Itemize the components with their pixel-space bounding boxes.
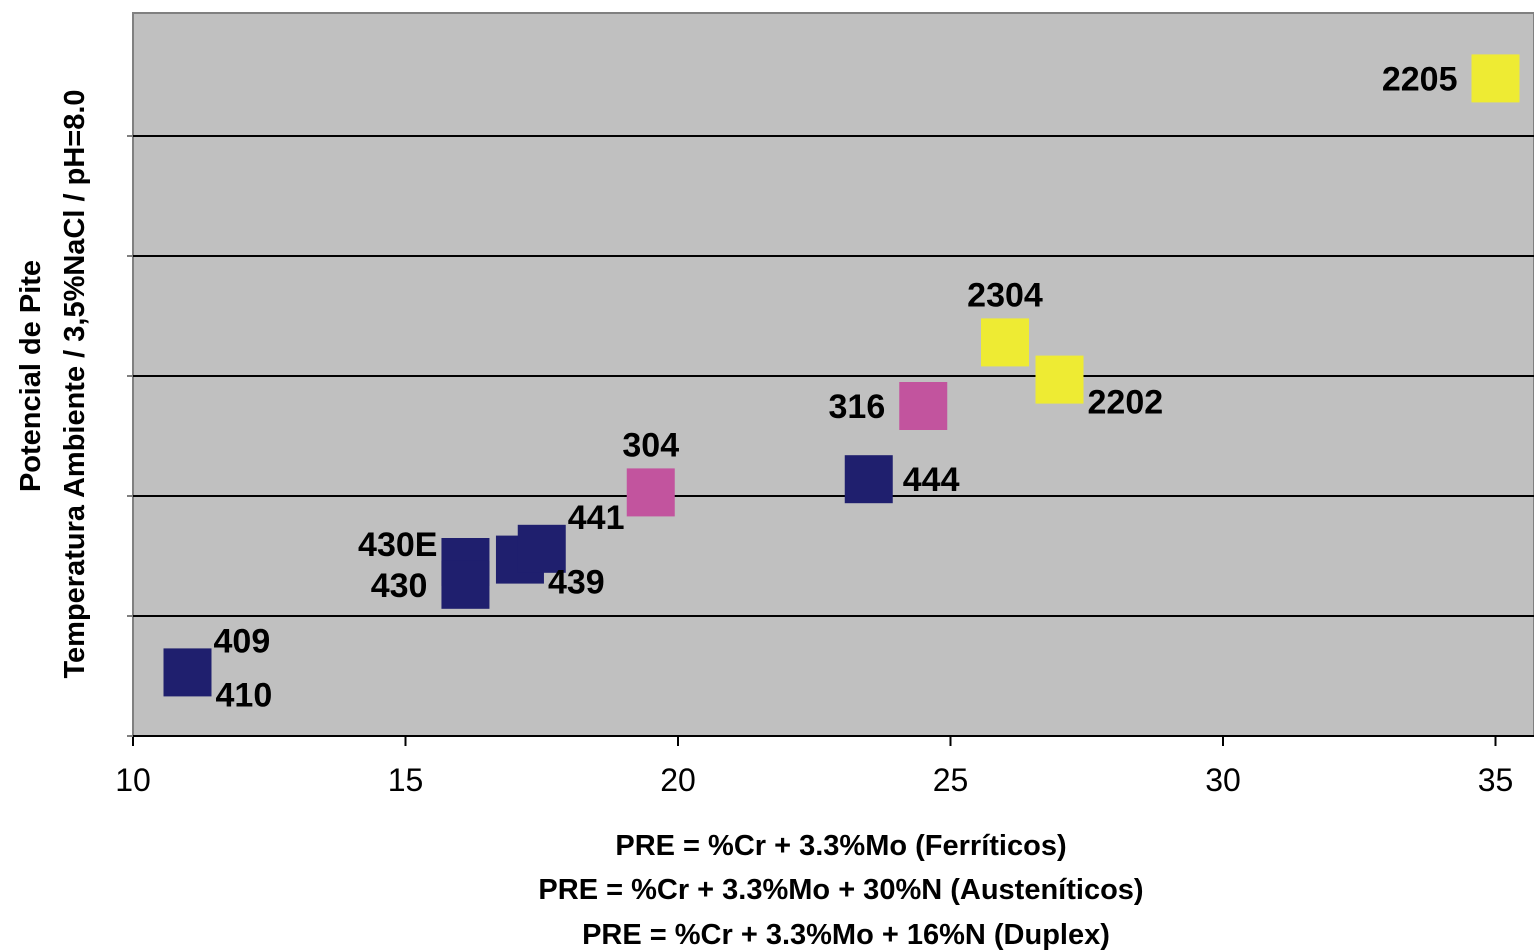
x-axis-title-line-3: PRE = %Cr + 3.3%Mo + 16%N (Duplex) — [582, 919, 1110, 951]
point-label-430: 430 — [371, 567, 428, 605]
point-label-441: 441 — [568, 499, 625, 537]
x-tick-label-15: 15 — [388, 762, 424, 798]
point-label-439: 439 — [548, 564, 605, 602]
plot-area — [132, 12, 1534, 737]
x-tick-label-35: 35 — [1478, 762, 1514, 798]
point-label-316: 316 — [829, 388, 886, 426]
x-tick-label-30: 30 — [1205, 762, 1241, 798]
point-444 — [844, 455, 893, 504]
point-label-2304: 2304 — [967, 276, 1043, 314]
point-label-430E: 430E — [358, 526, 437, 564]
point-2304 — [981, 318, 1029, 367]
point-label-2205: 2205 — [1382, 60, 1458, 98]
point-label-409: 409 — [214, 622, 271, 660]
point-430 — [441, 560, 490, 609]
gridlines — [133, 135, 1534, 617]
point-label-444: 444 — [903, 461, 960, 499]
point-2202 — [1035, 355, 1084, 404]
point-316 — [899, 382, 948, 430]
y-axis-title-line-1: Potencial de Pite — [15, 260, 47, 492]
x-axis-title-line-2: PRE = %Cr + 3.3%Mo + 30%N (Austeníticos) — [538, 874, 1143, 906]
data-points — [163, 54, 1520, 697]
point-label-2202: 2202 — [1088, 384, 1164, 422]
y-axis-title-line-2: Temperatura Ambiente / 3,5%NaCl / pH=8.0 — [59, 89, 91, 678]
point-label-304: 304 — [622, 426, 679, 464]
point-441 — [517, 524, 566, 573]
point-304 — [626, 468, 675, 517]
point-label-410: 410 — [216, 676, 273, 714]
x-tick-label-10: 10 — [115, 762, 151, 798]
point-2205 — [1471, 54, 1520, 103]
x-tick-label-25: 25 — [933, 762, 969, 798]
x-tick-label-20: 20 — [660, 762, 696, 798]
point-409 — [163, 648, 212, 697]
x-axis-title-line-1: PRE = %Cr + 3.3%Mo (Ferríticos) — [615, 830, 1066, 862]
x-axis-ticks: 10 15 20 25 30 35 — [115, 135, 1514, 798]
